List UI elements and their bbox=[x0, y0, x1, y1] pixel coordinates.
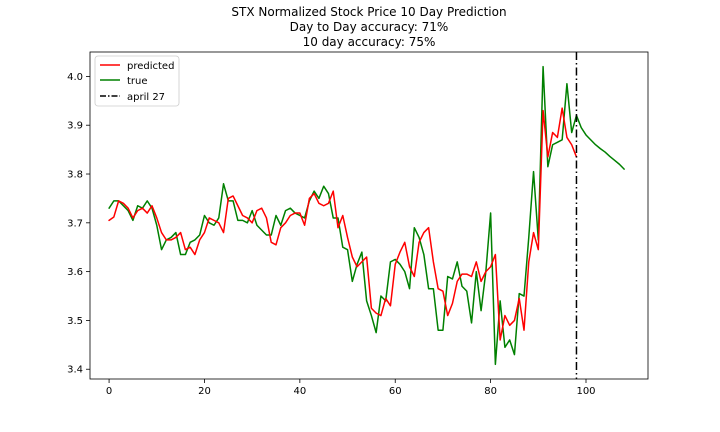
x-tick-label-100: 100 bbox=[576, 386, 595, 397]
series-line-true bbox=[108, 65, 625, 366]
plot-area bbox=[108, 52, 625, 379]
x-tick-label-80: 80 bbox=[484, 386, 497, 397]
x-tick-label-60: 60 bbox=[389, 386, 402, 397]
chart-title-line-1: STX Normalized Stock Price 10 Day Predic… bbox=[231, 5, 506, 19]
y-tick-label-4.0: 4.0 bbox=[67, 72, 83, 83]
y-tick-label-3.8: 3.8 bbox=[67, 170, 83, 181]
legend-label-true: true bbox=[127, 76, 148, 87]
legend-label-april-27: april 27 bbox=[127, 92, 165, 103]
chart-title-line-2: Day to Day accuracy: 71% bbox=[290, 20, 449, 34]
chart-title-line-3: 10 day accuracy: 75% bbox=[303, 35, 436, 49]
x-tick-label-40: 40 bbox=[293, 386, 306, 397]
y-tick-label-3.4: 3.4 bbox=[67, 365, 83, 376]
x-tick-label-0: 0 bbox=[106, 386, 112, 397]
y-tick-label-3.9: 3.9 bbox=[67, 121, 83, 132]
legend: predicted true april 27 bbox=[94, 55, 180, 107]
x-tick-label-20: 20 bbox=[198, 386, 211, 397]
legend-box bbox=[94, 55, 180, 107]
y-tick-label-3.7: 3.7 bbox=[67, 218, 83, 229]
series-line-predicted bbox=[108, 107, 578, 341]
axes-frame bbox=[89, 51, 649, 380]
legend-label-predicted: predicted bbox=[127, 61, 174, 72]
y-tick-label-3.5: 3.5 bbox=[67, 316, 83, 327]
y-tick-label-3.6: 3.6 bbox=[67, 267, 83, 278]
